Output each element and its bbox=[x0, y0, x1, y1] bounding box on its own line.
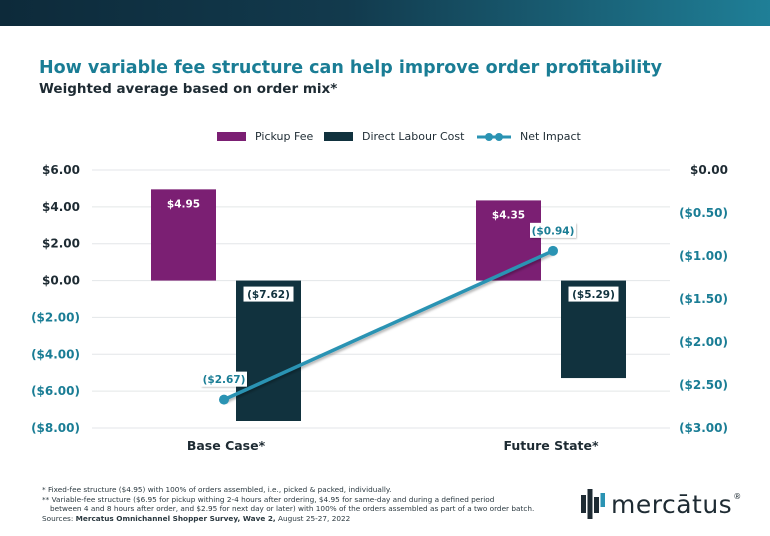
bar-direct-labour-cost bbox=[236, 280, 301, 421]
left-axis-tick-label: $2.00 bbox=[42, 237, 80, 251]
net-impact-line bbox=[223, 249, 554, 402]
footnote-fixed-fee: * Fixed-fee structure ($4.95) with 100% … bbox=[42, 485, 392, 494]
left-axis-tick-label: $0.00 bbox=[42, 274, 80, 288]
mercatus-logo: mercātus ® bbox=[581, 488, 741, 520]
legend-item-net-impact: Net Impact bbox=[476, 130, 581, 143]
sources-prefix: Sources: bbox=[42, 513, 76, 523]
data-label-net-impact: ($0.94) bbox=[532, 225, 575, 237]
logo-wordmark: mercātus bbox=[611, 489, 733, 519]
footnote-variable-fee: ** Variable-fee structure ($6.95 for pic… bbox=[42, 494, 495, 504]
data-label-box-labour bbox=[568, 286, 619, 302]
right-axis-tick-label: ($0.50) bbox=[679, 206, 728, 220]
left-axis-tick-label: ($2.00) bbox=[31, 310, 80, 324]
footnote-variable-fee-cont: between 4 and 8 hours after order, and $… bbox=[50, 504, 535, 514]
left-axis-tick-label: ($8.00) bbox=[31, 421, 80, 435]
legend-label-labour: Direct Labour Cost bbox=[362, 130, 465, 143]
logo-registered-mark: ® bbox=[733, 491, 742, 501]
left-axis-tick-label: ($4.00) bbox=[31, 347, 80, 361]
data-label-box-net bbox=[530, 222, 576, 238]
legend-swatch-net bbox=[477, 132, 511, 141]
mercatus-logo-mark-icon bbox=[581, 489, 605, 519]
net-impact-point bbox=[219, 394, 229, 405]
header-banner bbox=[0, 0, 770, 26]
sources-date: August 25-27, 2022 bbox=[275, 513, 351, 523]
data-label-box-labour bbox=[243, 286, 294, 302]
x-axis-category-label: Future State* bbox=[503, 438, 599, 453]
right-axis-tick-label: ($1.50) bbox=[679, 292, 728, 306]
data-label-direct-labour-cost: ($7.62) bbox=[247, 289, 290, 301]
right-axis-tick-label: ($1.00) bbox=[679, 249, 728, 263]
net-impact-point bbox=[548, 245, 558, 256]
legend-swatch-labour bbox=[324, 132, 353, 141]
legend-item-pickup-fee: Pickup Fee bbox=[217, 130, 313, 143]
legend: Pickup Fee Direct Labour Cost Net Impact bbox=[0, 130, 770, 146]
bar-pickup-fee bbox=[151, 189, 216, 281]
chart-title: How variable fee structure can help impr… bbox=[39, 58, 663, 78]
left-axis-tick-label: $6.00 bbox=[42, 163, 80, 177]
data-label-net-impact: ($2.67) bbox=[203, 374, 246, 386]
right-axis-tick-label: $0.00 bbox=[690, 163, 728, 177]
footnotes: * Fixed-fee structure ($4.95) with 100% … bbox=[42, 485, 562, 523]
right-axis-tick-label: ($3.00) bbox=[679, 421, 728, 435]
bar-pickup-fee bbox=[476, 200, 541, 281]
right-axis-tick-label: ($2.50) bbox=[679, 378, 728, 392]
legend-label-net: Net Impact bbox=[520, 130, 581, 143]
data-label-pickup-fee: $4.35 bbox=[492, 209, 525, 221]
data-label-box-net bbox=[201, 371, 247, 387]
legend-item-direct-labour-cost: Direct Labour Cost bbox=[324, 130, 464, 143]
footnote-sources: Sources: Mercatus Omnichannel Shopper Su… bbox=[42, 514, 562, 524]
right-axis-tick-label: ($2.00) bbox=[679, 335, 728, 349]
data-label-direct-labour-cost: ($5.29) bbox=[572, 289, 615, 301]
sources-name: Mercatus Omnichannel Shopper Survey, Wav… bbox=[75, 513, 276, 523]
data-label-pickup-fee: $4.95 bbox=[167, 198, 200, 210]
chart-subtitle: Weighted average based on order mix* bbox=[39, 81, 338, 97]
x-axis-category-label: Base Case* bbox=[187, 438, 266, 453]
legend-label-pickup: Pickup Fee bbox=[255, 130, 314, 143]
left-axis-tick-label: ($6.00) bbox=[31, 384, 80, 398]
left-axis-tick-label: $4.00 bbox=[42, 200, 80, 214]
legend-swatch-pickup bbox=[217, 132, 246, 141]
